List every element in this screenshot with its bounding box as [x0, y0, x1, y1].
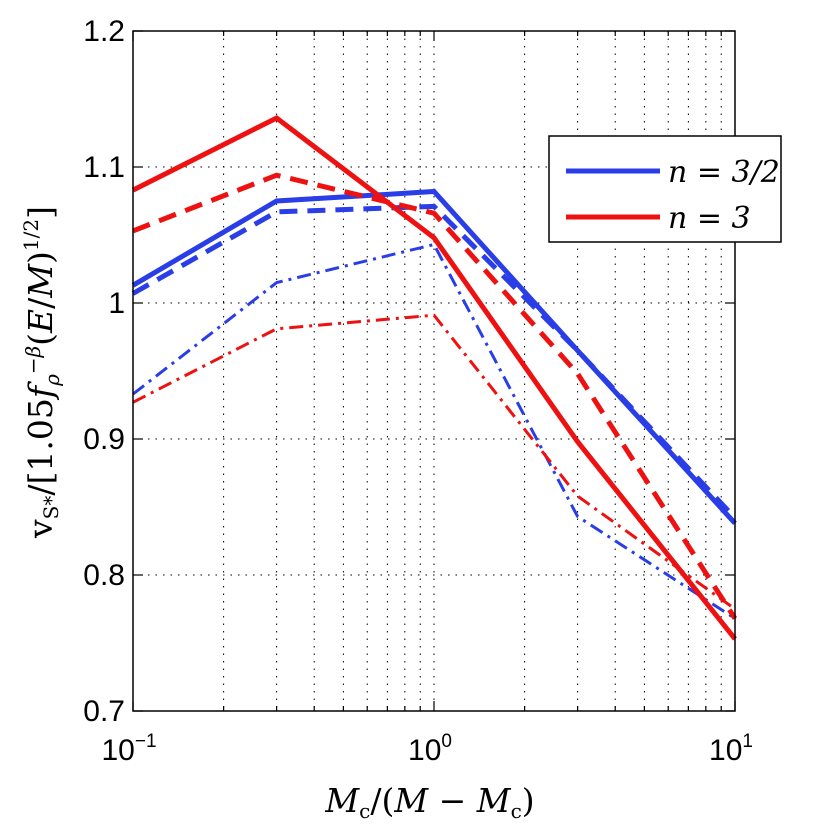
series-line-6	[132, 313, 736, 611]
series-line-3	[132, 242, 736, 620]
series-line-5	[132, 172, 738, 620]
axis-ticks	[132, 30, 736, 712]
legend: n = 3/2 n = 3	[548, 135, 782, 243]
legend-box	[548, 135, 782, 243]
x-tick-label: 101	[709, 731, 753, 767]
x-tick-labels: 10−1 100 101	[101, 731, 753, 767]
grid	[133, 31, 735, 711]
legend-label-n-3-2: n = 3/2	[668, 155, 780, 190]
x-axis-label: Mc/(M − Mc)	[324, 781, 534, 823]
x-tick-label: 100	[408, 731, 452, 767]
y-tick-label: 1	[108, 287, 125, 320]
legend-label-n-3: n = 3	[668, 201, 751, 236]
y-tick-label: 1.1	[83, 151, 125, 184]
y-tick-label: 1.2	[83, 15, 125, 48]
x-tick-label: 10−1	[101, 731, 156, 767]
series-layer	[131, 115, 738, 641]
y-tick-label: 0.7	[83, 695, 125, 728]
series-line-4	[131, 115, 737, 641]
y-tick-label: 0.8	[83, 559, 125, 592]
series-line-2	[131, 203, 737, 520]
y-tick-labels: 0.7 0.8 0.9 1 1.1 1.2	[83, 15, 125, 728]
y-tick-label: 0.9	[83, 423, 125, 456]
y-axis-label: vS*/[1.05fρ−β(E/M)1/2]	[19, 206, 64, 539]
